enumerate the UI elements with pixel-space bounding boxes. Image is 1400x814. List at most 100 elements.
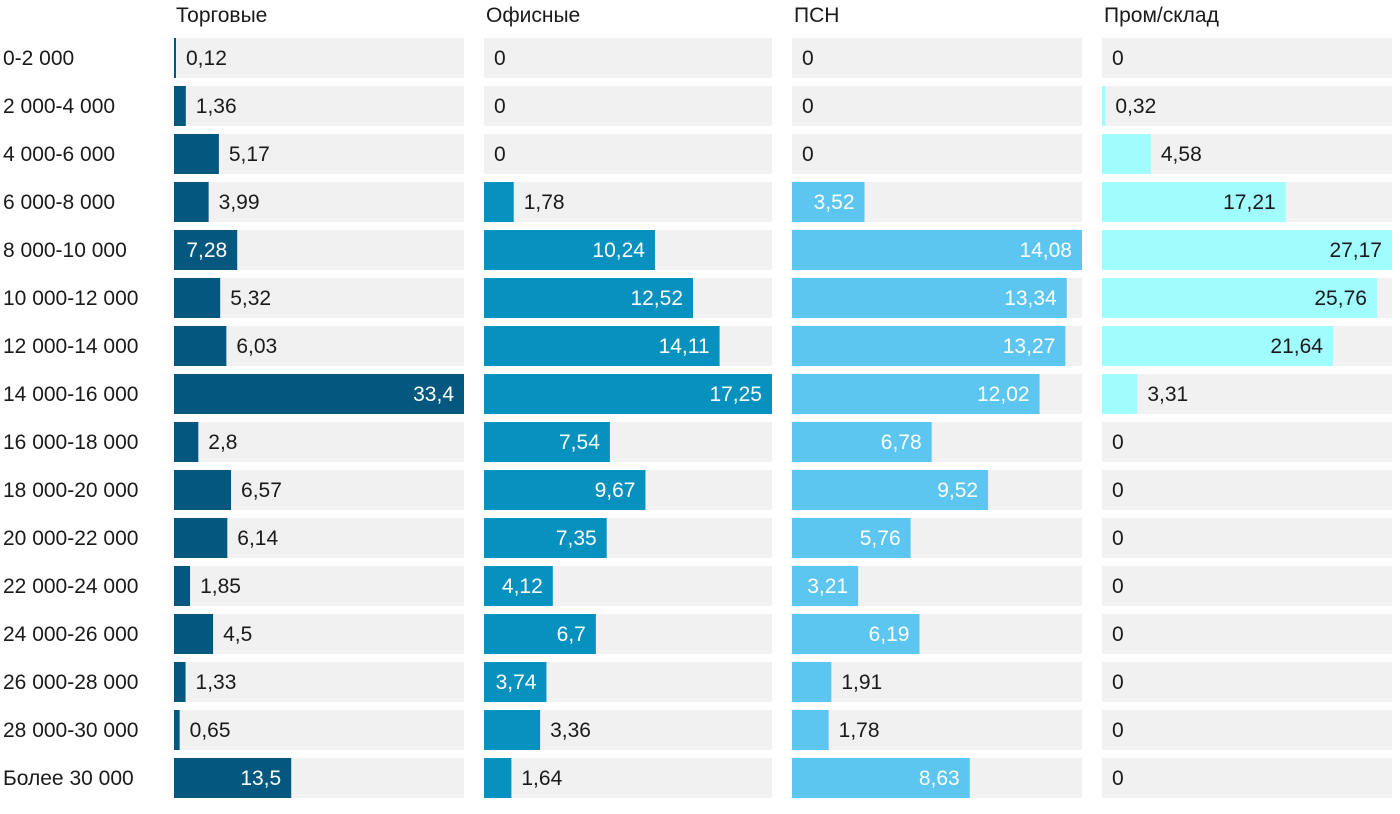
bar-track <box>174 614 464 654</box>
bar-track <box>174 662 464 702</box>
bar <box>1102 86 1106 126</box>
panel-title: Офисные <box>486 4 580 27</box>
bar <box>792 470 989 510</box>
category-label: 28 000-30 000 <box>3 719 138 742</box>
category-label: Более 30 000 <box>3 767 134 790</box>
bar <box>484 470 646 510</box>
value-label: 0,65 <box>190 719 231 742</box>
value-label: 0 <box>1112 431 1124 454</box>
value-label: 0 <box>494 143 506 166</box>
bar <box>792 230 1082 270</box>
bar-track <box>792 38 1082 78</box>
bar-track <box>174 422 464 462</box>
bar <box>484 614 596 654</box>
value-label: 1,36 <box>196 95 237 118</box>
bar <box>792 422 932 462</box>
bar-track <box>174 182 464 222</box>
value-label: 4,58 <box>1161 143 1202 166</box>
value-label: 6,78 <box>881 431 922 454</box>
bar <box>174 230 238 270</box>
value-label: 1,78 <box>839 719 880 742</box>
value-label: 21,64 <box>1270 335 1323 358</box>
value-label: 6,7 <box>557 623 586 646</box>
value-label: 0 <box>802 143 814 166</box>
category-label: 12 000-14 000 <box>3 335 138 358</box>
value-label: 1,78 <box>524 191 565 214</box>
value-label: 3,52 <box>814 191 855 214</box>
value-label: 0 <box>494 95 506 118</box>
value-label: 6,03 <box>236 335 277 358</box>
value-label: 0 <box>802 47 814 70</box>
bar-track <box>1102 758 1392 798</box>
value-label: 1,85 <box>200 575 241 598</box>
bar <box>1102 134 1151 174</box>
bar <box>174 518 228 558</box>
value-label: 0 <box>1112 767 1124 790</box>
bar-track <box>1102 374 1392 414</box>
bar <box>792 518 911 558</box>
category-label: 24 000-26 000 <box>3 623 138 646</box>
bar <box>792 182 865 222</box>
value-label: 0 <box>1112 47 1124 70</box>
value-label: 0 <box>494 47 506 70</box>
category-label: 2 000-4 000 <box>3 95 115 118</box>
value-label: 25,76 <box>1314 287 1367 310</box>
bar <box>174 422 199 462</box>
bar <box>174 470 232 510</box>
bar <box>484 182 514 222</box>
bar-track <box>174 710 464 750</box>
value-label: 6,19 <box>869 623 910 646</box>
value-label: 8,63 <box>919 767 960 790</box>
bar-track <box>484 134 772 174</box>
bar <box>484 566 553 606</box>
bar-track <box>1102 614 1392 654</box>
bar <box>484 230 655 270</box>
category-label: 10 000-12 000 <box>3 287 138 310</box>
bar-track <box>792 710 1082 750</box>
bar <box>484 758 512 798</box>
category-label: 20 000-22 000 <box>3 527 138 550</box>
bar <box>484 518 607 558</box>
value-label: 2,8 <box>208 431 237 454</box>
bar-track <box>1102 566 1392 606</box>
value-label: 14,11 <box>659 335 710 358</box>
bar-track <box>1102 38 1392 78</box>
value-label: 4,12 <box>502 575 543 598</box>
value-label: 6,57 <box>241 479 282 502</box>
bar <box>174 86 186 126</box>
bar <box>1102 374 1138 414</box>
bar-track <box>174 38 464 78</box>
value-label: 7,35 <box>556 527 597 550</box>
bar <box>484 326 720 366</box>
bar <box>174 758 292 798</box>
bar-track <box>484 758 772 798</box>
bar-track <box>174 566 464 606</box>
category-label: 6 000-8 000 <box>3 191 115 214</box>
value-label: 17,21 <box>1223 191 1276 214</box>
bar-track <box>1102 470 1392 510</box>
value-label: 10,24 <box>592 239 645 262</box>
bar <box>174 134 219 174</box>
bar-track <box>484 86 772 126</box>
value-label: 0 <box>1112 671 1124 694</box>
bar <box>792 566 859 606</box>
value-label: 9,67 <box>595 479 636 502</box>
bar <box>1102 278 1377 318</box>
value-label: 3,99 <box>219 191 260 214</box>
value-label: 5,76 <box>860 527 901 550</box>
bar-track <box>1102 710 1392 750</box>
bar-track <box>1102 86 1392 126</box>
bar <box>792 326 1066 366</box>
value-label: 13,5 <box>240 767 281 790</box>
category-label: 4 000-6 000 <box>3 143 115 166</box>
category-label: 16 000-18 000 <box>3 431 138 454</box>
value-label: 27,17 <box>1329 239 1382 262</box>
bar-track <box>484 182 772 222</box>
value-label: 14,08 <box>1019 239 1072 262</box>
value-label: 0 <box>1112 719 1124 742</box>
value-label: 13,34 <box>1004 287 1057 310</box>
bar <box>792 758 970 798</box>
value-label: 4,5 <box>223 623 252 646</box>
bar <box>484 662 547 702</box>
